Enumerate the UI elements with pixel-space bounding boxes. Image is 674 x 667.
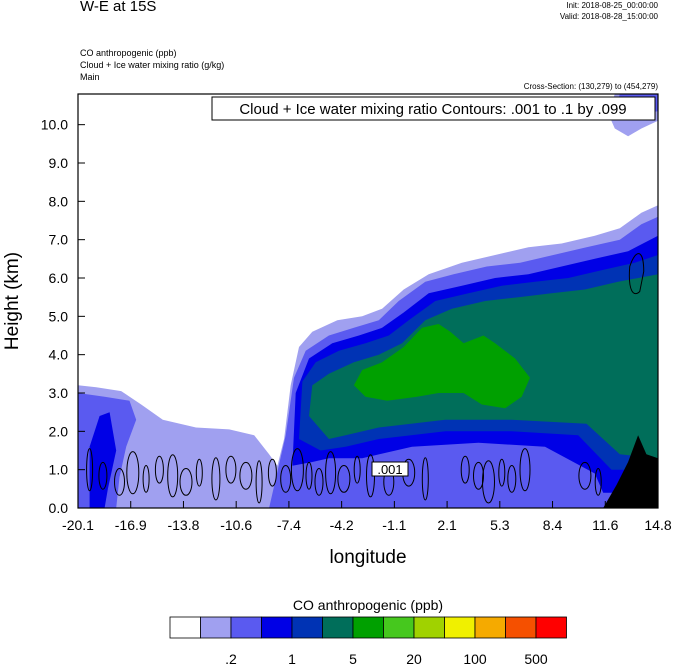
- colorbar-swatch: [230, 616, 262, 639]
- cloud-contour: [98, 461, 108, 490]
- contour-info-text: Cloud + Ice water mixing ratio Contours:…: [239, 101, 626, 118]
- colorbar-swatch: [383, 616, 415, 639]
- contour-label-box: [371, 461, 409, 477]
- y-tick-label: 2.0: [49, 423, 69, 439]
- cloud-contour: [314, 468, 324, 496]
- colorbar-swatch: [291, 616, 323, 639]
- colorbar-swatch: [444, 616, 476, 639]
- colorbar-label: 500: [524, 651, 548, 667]
- variable-line-main: Main: [80, 72, 100, 82]
- cloud-contour: [154, 455, 164, 484]
- cloud-contour: [290, 448, 304, 492]
- y-tick-label: 6.0: [49, 270, 69, 286]
- x-tick-label: 8.4: [543, 517, 563, 533]
- y-tick-label: 7.0: [49, 232, 69, 248]
- x-tick-label: -16.9: [115, 517, 147, 533]
- colorbar-swatch: [200, 616, 232, 639]
- colorbar-label: 100: [463, 651, 487, 667]
- cloud-contour: [507, 465, 517, 493]
- cloud-contours: [86, 253, 645, 504]
- y-tick-label: 4.0: [49, 347, 69, 363]
- cloud-contour: [86, 448, 94, 492]
- x-tick-label: 2.1: [437, 517, 457, 533]
- colorbar-label: 5: [349, 651, 357, 667]
- contour-label: .001: [377, 462, 402, 477]
- cloud-contour: [325, 451, 337, 495]
- x-tick-label: -7.4: [277, 517, 301, 533]
- cloud-contour: [519, 448, 531, 492]
- y-tick-label: 5.0: [49, 308, 69, 324]
- colorbar: [169, 616, 567, 639]
- cloud-contour: [195, 458, 203, 487]
- y-tick-label: 10.0: [41, 117, 68, 133]
- variable-line-co: CO anthropogenic (ppb): [80, 48, 177, 58]
- init-time: Init: 2018-08-25_00:00:00: [566, 1, 658, 10]
- cloud-contour: [305, 461, 313, 490]
- colorbar-title: CO anthropogenic (ppb): [293, 597, 443, 613]
- co-fill-band: [353, 324, 530, 409]
- co-fill-band: [603, 435, 658, 508]
- cloud-contour: [353, 455, 361, 484]
- contour-info-box: [211, 96, 656, 121]
- colorbar-swatch: [474, 616, 506, 639]
- colorbar-label: 20: [406, 651, 422, 667]
- cloud-contour: [280, 465, 292, 493]
- cloud-contour: [126, 451, 140, 495]
- x-tick-label: -10.6: [220, 517, 252, 533]
- colorbar-label: .2: [225, 651, 237, 667]
- cloud-contour: [421, 457, 429, 501]
- cloud-contour: [179, 468, 193, 496]
- colorbar-swatch: [261, 616, 293, 639]
- colorbar-labels: .2 1 5 20 100 500: [225, 651, 548, 667]
- colorbar-swatch: [352, 616, 384, 639]
- plot-frame: [77, 93, 659, 509]
- y-axis-label: Height (km): [2, 252, 23, 350]
- colorbar-swatch: [413, 616, 445, 639]
- y-tick-label: 1.0: [49, 462, 69, 478]
- x-tick-label: -20.1: [62, 517, 94, 533]
- cloud-contour: [142, 465, 150, 493]
- colorbar-label: 1: [288, 651, 296, 667]
- x-tick-label: -1.1: [382, 517, 406, 533]
- cross-section-label: Cross-Section: (130,279) to (454,279): [523, 82, 658, 91]
- x-tick-label: 5.3: [490, 517, 510, 533]
- cloud-contour: [628, 253, 645, 295]
- cloud-contour: [255, 460, 263, 504]
- cloud-contour: [578, 461, 592, 490]
- y-tick-label: 0.0: [49, 500, 69, 516]
- x-tick-label: -4.2: [330, 517, 354, 533]
- colorbar-swatch: [322, 616, 354, 639]
- y-tick-label: 3.0: [49, 385, 69, 401]
- cloud-contour: [482, 460, 495, 504]
- cloud-contour: [473, 461, 484, 490]
- co-fill-band: [89, 412, 117, 508]
- cloud-contour: [594, 468, 602, 496]
- x-tick-label: 14.8: [644, 517, 671, 533]
- x-tick-label: -13.8: [167, 517, 199, 533]
- y-tick-label: 8.0: [49, 193, 69, 209]
- co-concentration-fill: [78, 94, 658, 508]
- cloud-contour: [167, 454, 179, 498]
- colorbar-swatch: [535, 616, 567, 639]
- cloud-contour: [460, 455, 470, 484]
- valid-time: Valid: 2018-08-28_15:00:00: [559, 12, 658, 21]
- variable-line-cloud: Cloud + Ice water mixing ratio (g/kg): [80, 60, 225, 70]
- cloud-contour: [211, 457, 221, 501]
- cloud-contour: [225, 455, 237, 484]
- axis-ticks: [77, 124, 659, 509]
- cloud-contour: [498, 458, 506, 487]
- plot-title: W-E at 15S: [80, 0, 157, 15]
- colorbar-swatch: [505, 616, 537, 639]
- y-tick-label: 9.0: [49, 155, 69, 171]
- cloud-contour: [337, 465, 351, 493]
- x-tick-label: 11.6: [592, 517, 618, 533]
- x-axis-label: longitude: [329, 547, 406, 568]
- cloud-contour: [267, 458, 277, 487]
- cloud-contour: [114, 468, 125, 496]
- axis-tick-labels: -20.1 -16.9 -13.8 -10.6 -7.4 -4.2 -1.1 2.1 5.3 8.…: [41, 117, 672, 533]
- cloud-contour: [239, 461, 253, 490]
- colorbar-swatch: [169, 616, 201, 639]
